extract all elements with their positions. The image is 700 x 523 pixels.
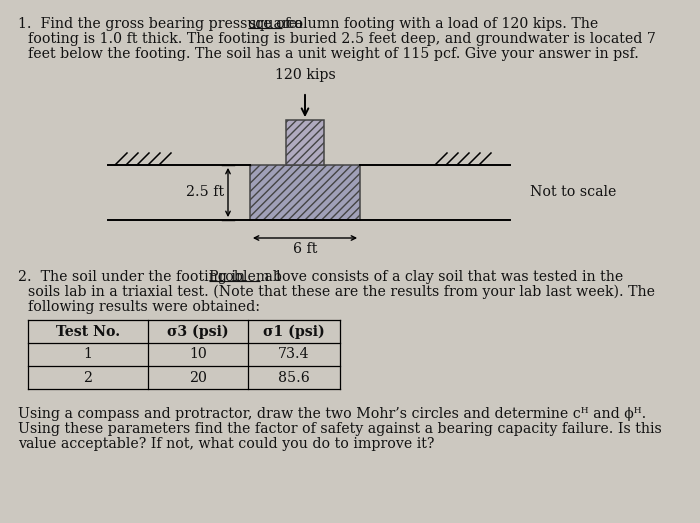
Text: value acceptable? If not, what could you do to improve it?: value acceptable? If not, what could you…: [18, 437, 435, 451]
Text: Using these parameters find the factor of safety against a bearing capacity fail: Using these parameters find the factor o…: [18, 422, 662, 436]
Text: Not to scale: Not to scale: [530, 186, 617, 199]
Text: 85.6: 85.6: [278, 370, 310, 384]
Text: 2.5 ft: 2.5 ft: [186, 186, 224, 199]
Text: σ3 (psi): σ3 (psi): [167, 324, 229, 339]
Text: square: square: [248, 17, 298, 31]
Text: above consists of a clay soil that was tested in the: above consists of a clay soil that was t…: [260, 270, 623, 284]
Text: 20: 20: [189, 370, 207, 384]
Text: σ1 (psi): σ1 (psi): [263, 324, 325, 339]
Text: 73.4: 73.4: [279, 347, 309, 361]
Text: 2.  The soil under the footing in: 2. The soil under the footing in: [18, 270, 249, 284]
Text: Problem 1: Problem 1: [209, 270, 283, 284]
Text: 1.  Find the gross bearing pressure of a: 1. Find the gross bearing pressure of a: [18, 17, 307, 31]
Text: 120 kips: 120 kips: [274, 68, 335, 82]
Text: Using a compass and protractor, draw the two Mohr’s circles and determine cᴴ and: Using a compass and protractor, draw the…: [18, 407, 646, 421]
Text: soils lab in a triaxial test. (Note that these are the results from your lab las: soils lab in a triaxial test. (Note that…: [28, 285, 655, 299]
Bar: [286, 120, 324, 165]
Text: 2: 2: [83, 370, 92, 384]
Text: following results were obtained:: following results were obtained:: [28, 300, 260, 314]
Text: footing is 1.0 ft thick. The footing is buried 2.5 feet deep, and groundwater is: footing is 1.0 ft thick. The footing is …: [28, 32, 656, 46]
Text: 1: 1: [83, 347, 92, 361]
Text: 6 ft: 6 ft: [293, 242, 317, 256]
Text: Test No.: Test No.: [56, 324, 120, 338]
Bar: [250, 165, 360, 220]
Text: column footing with a load of 120 kips. The: column footing with a load of 120 kips. …: [282, 17, 598, 31]
Text: 10: 10: [189, 347, 207, 361]
Text: feet below the footing. The soil has a unit weight of 115 pcf. Give your answer : feet below the footing. The soil has a u…: [28, 47, 639, 61]
